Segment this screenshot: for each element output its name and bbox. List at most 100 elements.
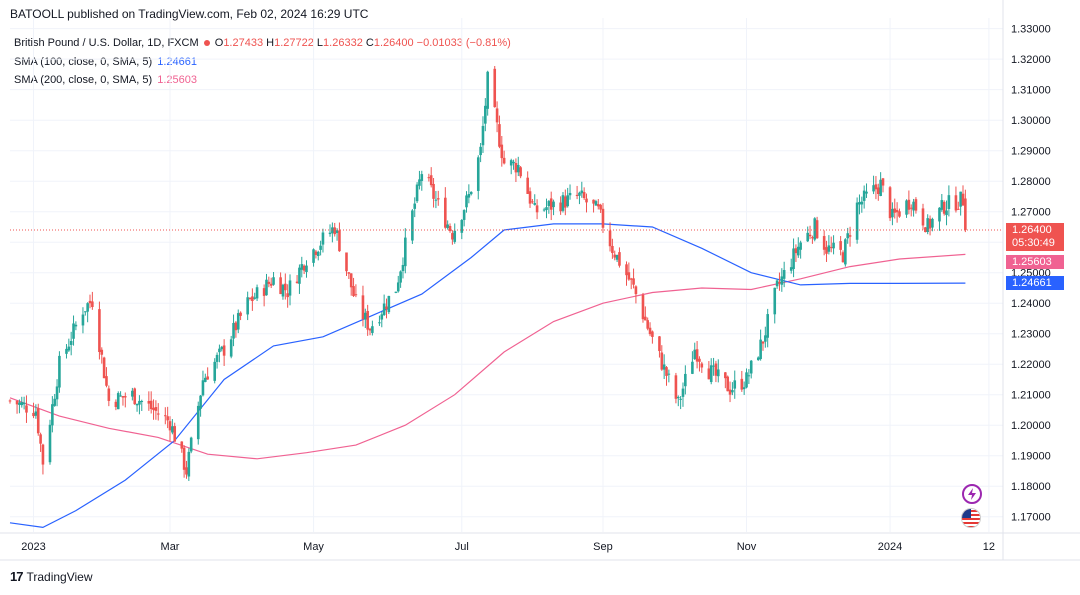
- candle-body: [724, 372, 727, 379]
- candle-body: [709, 365, 713, 383]
- candle-body: [815, 220, 819, 239]
- candle-body: [564, 196, 567, 208]
- sma200-line: [9, 253, 966, 460]
- us-flag-icon[interactable]: [961, 508, 981, 528]
- candle-body: [599, 204, 602, 210]
- published-header: BATOOLL published on TradingView.com, Fe…: [10, 7, 369, 21]
- candle-body: [813, 218, 817, 240]
- candle-body: [731, 390, 734, 393]
- candle-body: [394, 291, 398, 293]
- legend-sma100-row[interactable]: SMA (100, close, 0, SMA, 5) 1.24661: [14, 53, 511, 72]
- footer-brand[interactable]: 17 TradingView: [10, 569, 93, 584]
- candle-body: [585, 198, 588, 203]
- last-candle-body: [964, 198, 967, 231]
- candle-body: [333, 227, 337, 235]
- candle-body: [665, 367, 668, 376]
- candle-body: [222, 345, 226, 356]
- candle-body: [319, 245, 322, 250]
- candle-body: [267, 281, 271, 284]
- candle-body: [220, 346, 224, 350]
- candle-body: [542, 209, 546, 211]
- candle-body: [907, 199, 911, 210]
- candle-body: [881, 178, 885, 186]
- candle-body: [39, 434, 42, 444]
- open-value: 1.27433: [223, 37, 264, 49]
- sma200-value: 1.25603: [157, 74, 197, 86]
- candle-body: [102, 357, 106, 379]
- chart-legend: British Pound / U.S. Dollar, 1D, FXCM O1…: [14, 34, 511, 90]
- candle-body: [766, 314, 769, 338]
- candle-body: [354, 294, 358, 296]
- candle-body: [36, 408, 40, 434]
- candle-body: [253, 297, 257, 299]
- candle-body: [841, 252, 845, 263]
- candle-body: [133, 388, 137, 405]
- candle-body: [733, 380, 737, 389]
- x-tick-label: Nov: [737, 541, 757, 553]
- x-tick-label: Jul: [455, 541, 469, 553]
- candle-body: [909, 207, 913, 209]
- candle-body: [796, 246, 800, 256]
- candle-body: [498, 124, 501, 147]
- candle-body: [559, 202, 562, 212]
- candle-body: [413, 203, 417, 209]
- candle-body: [199, 395, 202, 409]
- candle-body: [954, 195, 958, 211]
- candle-body: [500, 144, 504, 159]
- candle-body: [931, 218, 934, 228]
- candle-body: [335, 230, 339, 233]
- sma100-line: [9, 223, 966, 529]
- candle-body: [74, 324, 78, 327]
- candle-body: [22, 402, 26, 405]
- candle-body: [611, 245, 614, 254]
- candle-body: [476, 157, 480, 191]
- sma100-series: [9, 223, 966, 529]
- candle-body: [578, 192, 581, 196]
- candle-body: [185, 467, 188, 475]
- candle-body: [451, 233, 454, 240]
- candle-body: [368, 328, 372, 331]
- candle-body: [138, 400, 141, 405]
- countdown-value: 05:30:49: [1012, 237, 1055, 249]
- legend-symbol-row[interactable]: British Pound / U.S. Dollar, 1D, FXCM O1…: [14, 34, 511, 53]
- y-tick-label: 1.29000: [1011, 146, 1051, 158]
- candle-body: [827, 245, 831, 252]
- last-price-value: 1.26400: [1012, 224, 1052, 236]
- candle-body: [799, 242, 802, 250]
- candle-body: [366, 310, 369, 330]
- candle-body: [514, 162, 518, 173]
- candle-body: [32, 412, 35, 417]
- low-value: 1.26332: [323, 37, 363, 49]
- candle-body: [305, 265, 308, 273]
- candle-body: [429, 175, 433, 186]
- candle-body: [858, 202, 861, 205]
- candle-body: [825, 247, 828, 254]
- candle-body: [385, 306, 388, 310]
- y-tick-label: 1.31000: [1011, 85, 1051, 97]
- candle-body: [634, 286, 638, 295]
- candle-body: [180, 441, 184, 449]
- candle-body: [648, 327, 652, 335]
- candle-body: [371, 326, 374, 333]
- candle-body: [204, 377, 207, 382]
- y-tick-label: 1.28000: [1011, 176, 1051, 188]
- candle-body: [149, 400, 153, 410]
- candle-body: [484, 105, 487, 124]
- candle-body: [67, 346, 71, 351]
- candle-body: [387, 295, 391, 313]
- lightning-icon[interactable]: [962, 484, 982, 504]
- low-label: L: [316, 37, 324, 49]
- candle-body: [288, 280, 292, 296]
- candle-body: [592, 199, 595, 204]
- legend-sma200-row[interactable]: SMA (200, close, 0, SMA, 5) 1.25603: [14, 71, 511, 90]
- candle-body: [434, 199, 438, 201]
- candle-body: [116, 393, 120, 410]
- candle-body: [893, 208, 897, 213]
- candle-body: [486, 71, 489, 109]
- candle-body: [100, 349, 104, 355]
- candle-body: [239, 312, 242, 316]
- candle-body: [444, 197, 447, 228]
- candle-body: [171, 426, 174, 433]
- candle-body: [549, 198, 553, 210]
